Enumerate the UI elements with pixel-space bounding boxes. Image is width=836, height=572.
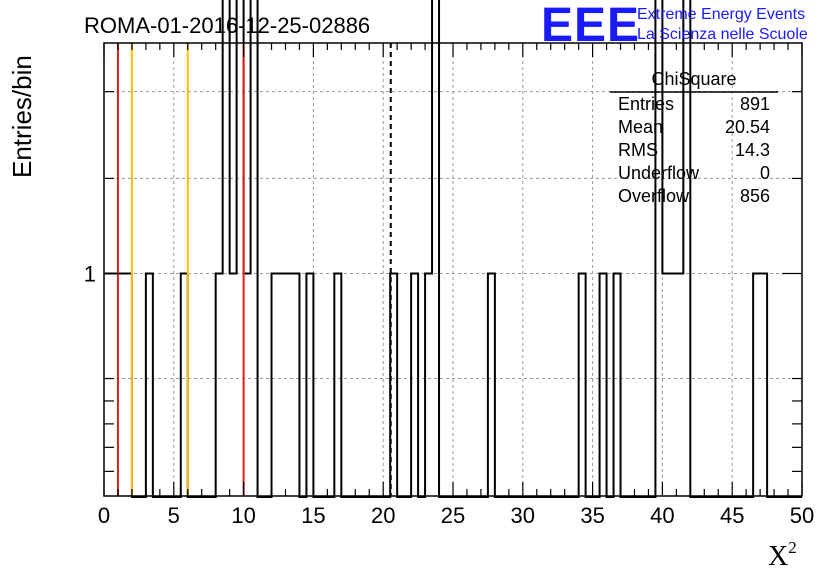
x-axis-label-exponent: 2 <box>788 538 797 557</box>
logo-mark: EEE <box>541 0 640 52</box>
stats-rows: Entries 891 Mean 20.54 RMS 14.3 Underflow 0 Over… <box>618 94 770 206</box>
x-tick-label: 30 <box>511 503 535 528</box>
x-tick-label: 15 <box>301 503 325 528</box>
y-axis-label: Entries/bin <box>7 55 37 178</box>
stats-row-label: Mean <box>618 117 663 137</box>
x-tick-label: 10 <box>231 503 255 528</box>
stats-row-label: Overflow <box>618 186 690 206</box>
stats-row-value: 891 <box>740 94 770 114</box>
stats-box-title: ChiSquare <box>651 69 736 89</box>
grid <box>104 43 802 496</box>
stats-row-value: 0 <box>760 163 770 183</box>
stats-row-label: RMS <box>618 140 658 160</box>
stats-row-label: Underflow <box>618 163 700 183</box>
marker-lines <box>116 43 392 496</box>
x-tick-label: 45 <box>720 503 744 528</box>
chart-title: ROMA-01-2016-12-25-02886 <box>84 13 370 38</box>
histogram-bars <box>104 0 802 498</box>
stats-row-label: Entries <box>618 94 674 114</box>
x-tick-label: 5 <box>168 503 180 528</box>
logo-line-1: Extreme Energy Events <box>637 6 805 23</box>
axis-ticks <box>103 43 803 496</box>
eee-logo: EEE Extreme Energy Events La Scienza nel… <box>541 0 808 52</box>
tick-labels: 0 5 10 15 20 25 30 35 40 45 50 1 <box>84 261 814 528</box>
x-tick-label: 25 <box>441 503 465 528</box>
histogram-outline <box>104 0 802 498</box>
x-tick-label: 50 <box>790 503 814 528</box>
x-tick-label: 20 <box>371 503 395 528</box>
x-axis-label: X2 <box>768 538 797 572</box>
x-tick-label: 35 <box>580 503 604 528</box>
stats-box: ChiSquare Entries 891 Mean 20.54 RMS 14.3 Unde… <box>610 69 778 206</box>
stats-row-value: 856 <box>740 186 770 206</box>
x-tick-label: 0 <box>98 503 110 528</box>
stats-row-value: 20.54 <box>725 117 770 137</box>
x-axis-label-base: X <box>768 541 788 572</box>
x-tick-label: 40 <box>650 503 674 528</box>
y-tick-label: 1 <box>84 261 96 286</box>
logo-line-2: La Scienza nelle Scuole <box>637 26 808 43</box>
stats-row-value: 14.3 <box>735 140 770 160</box>
